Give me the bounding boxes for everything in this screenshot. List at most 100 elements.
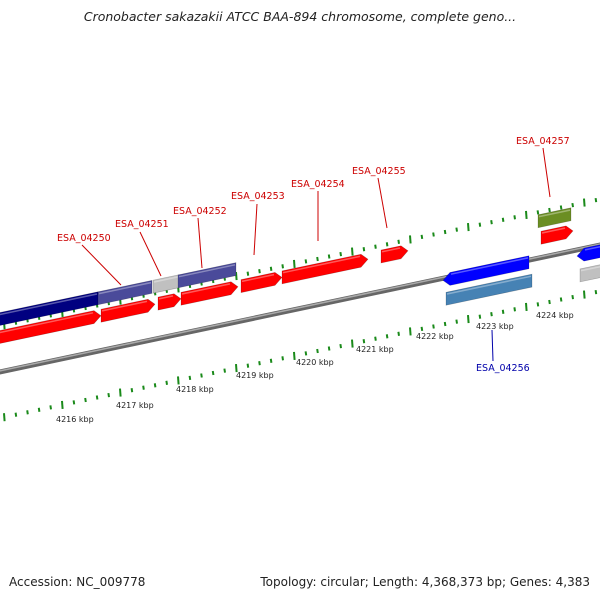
major-tick	[467, 223, 470, 232]
gene-label[interactable]: ESA_04254	[291, 179, 345, 190]
forward-cds-c-shine	[158, 295, 174, 300]
scale-tick-label: 4219 kbp	[236, 371, 274, 380]
minor-tick	[304, 351, 308, 356]
forward-feature-olive-shine	[538, 209, 571, 218]
minor-tick	[490, 220, 493, 225]
forward-cds-g	[380, 245, 409, 264]
minor-tick	[501, 309, 505, 314]
forward-cds-d	[180, 281, 239, 306]
forward-feature-slate-a-shine	[98, 281, 152, 295]
scale-tick-label: 4216 kbp	[56, 415, 94, 424]
minor-tick	[200, 373, 203, 378]
forward-feature-slate-a	[97, 280, 153, 306]
forward-cds-e-shine	[241, 273, 275, 283]
label-leaders	[81, 147, 551, 362]
minor-tick	[536, 210, 540, 215]
gene-label[interactable]: ESA_04257	[516, 136, 570, 147]
forward-cds-h-shine	[541, 227, 566, 234]
forward-feature-olive	[537, 207, 572, 229]
major-tick	[61, 400, 64, 409]
minor-tick	[26, 410, 29, 415]
minor-tick	[559, 297, 563, 302]
minor-tick	[316, 348, 319, 354]
major-tick	[3, 413, 6, 422]
minor-tick	[385, 242, 389, 247]
gene-label-leader	[491, 329, 494, 362]
gene-label[interactable]: ESA_04250	[57, 233, 111, 244]
minor-tick	[316, 256, 319, 262]
minor-tick	[594, 197, 598, 203]
reverse-cds-b-shine	[584, 245, 600, 251]
scale-tick-label: 4220 kbp	[296, 358, 334, 367]
minor-tick	[594, 289, 598, 295]
minor-tick	[397, 331, 400, 336]
minor-tick	[339, 251, 342, 257]
minor-tick	[72, 400, 76, 405]
minor-tick	[374, 336, 377, 341]
minor-tick	[455, 227, 458, 232]
minor-tick	[432, 324, 435, 329]
minor-tick	[153, 383, 157, 388]
minor-tick	[258, 361, 261, 366]
minor-tick	[246, 363, 250, 368]
forward-cds-a	[0, 310, 102, 344]
reverse-tick-row	[3, 289, 598, 422]
major-tick	[119, 388, 122, 397]
reverse-cds-b	[576, 244, 600, 262]
reverse-feature-grey	[579, 264, 600, 283]
gene-label[interactable]: ESA_04253	[231, 191, 285, 202]
major-tick	[409, 327, 412, 336]
minor-tick	[478, 314, 482, 319]
minor-tick	[49, 405, 52, 410]
gene-label-leader	[542, 147, 551, 198]
forward-feature-grey	[152, 274, 180, 294]
minor-tick	[455, 319, 458, 324]
minor-tick	[327, 346, 331, 351]
major-tick	[409, 235, 412, 244]
minor-tick	[327, 254, 331, 259]
minor-tick	[258, 269, 261, 274]
minor-tick	[559, 205, 563, 210]
minor-tick	[571, 294, 574, 300]
major-tick	[235, 364, 238, 373]
scale-tick-label: 4222 kbp	[416, 332, 454, 341]
gene-label[interactable]: ESA_04256	[476, 363, 530, 374]
forward-cds-f	[281, 253, 369, 285]
reverse-cds-a-shine	[450, 257, 529, 275]
minor-tick	[211, 370, 215, 376]
minor-tick	[478, 222, 482, 227]
forward-cds-h	[540, 225, 574, 245]
gene-label[interactable]: ESA_04252	[173, 206, 227, 217]
gene-label[interactable]: ESA_04255	[352, 166, 406, 177]
gene-label-leader	[81, 244, 122, 286]
forward-feature-navy-shine	[0, 293, 98, 316]
scale-tick-label: 4217 kbp	[116, 401, 154, 410]
minor-tick	[420, 234, 424, 240]
major-tick	[467, 315, 470, 324]
minor-tick	[188, 375, 192, 381]
forward-cds-a-shine	[0, 312, 94, 334]
minor-tick	[362, 247, 366, 252]
gene-label-leader	[197, 217, 203, 269]
minor-tick	[84, 397, 87, 403]
minor-tick	[374, 244, 377, 249]
minor-tick	[14, 412, 18, 417]
gene-label[interactable]: ESA_04251	[115, 219, 169, 230]
minor-tick	[432, 232, 435, 237]
minor-tick	[443, 229, 447, 235]
gene-label-leader	[139, 231, 162, 277]
forward-cds-c	[157, 293, 182, 311]
forward-cds-b	[100, 298, 156, 323]
minor-tick	[513, 307, 516, 312]
forward-cds-b-shine	[101, 300, 148, 312]
major-tick	[525, 210, 528, 219]
minor-tick	[269, 266, 273, 271]
minor-tick	[246, 271, 250, 276]
major-tick	[583, 290, 586, 299]
minor-tick	[281, 264, 284, 269]
reverse-feature-steel	[445, 273, 533, 306]
minor-tick	[95, 395, 99, 400]
scale-tick-label: 4223 kbp	[476, 322, 514, 331]
minor-tick	[339, 343, 342, 349]
